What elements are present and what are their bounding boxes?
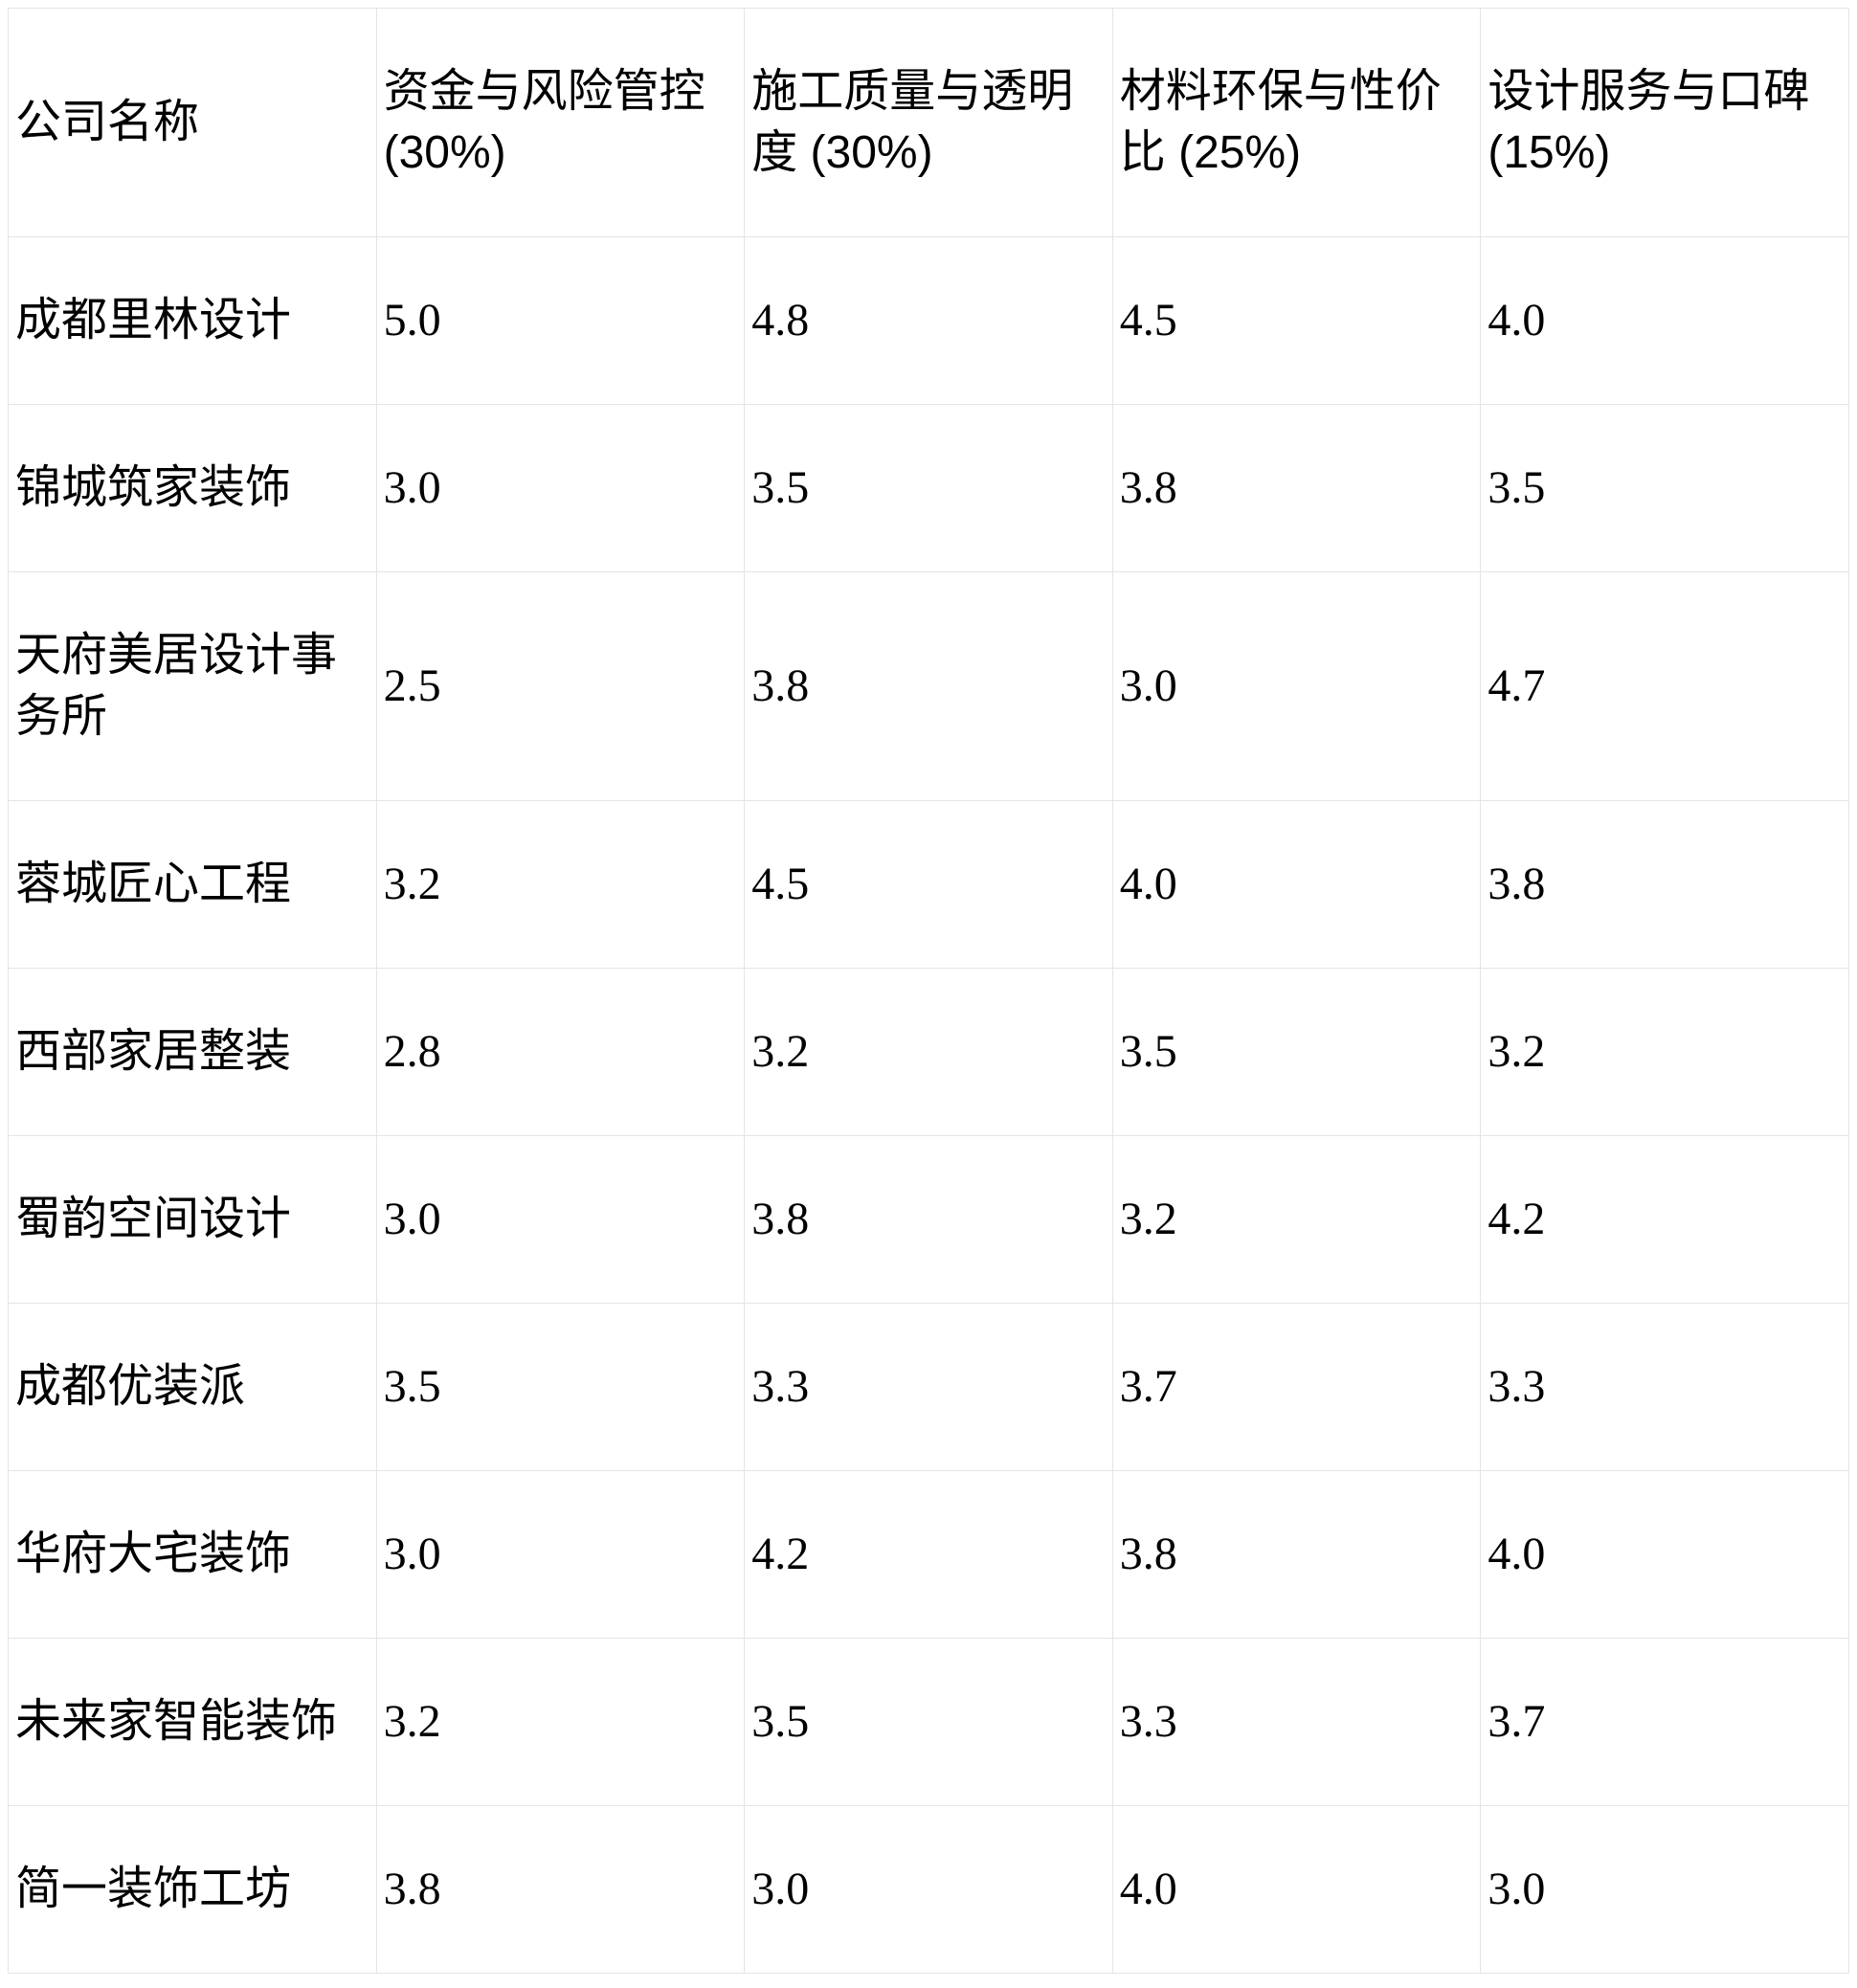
company-rating-table: 公司名称 资金与风险管控 (30%) 施工质量与透明度 (30%) 材料环保与性…	[8, 8, 1849, 1974]
company-name-cell: 简一装饰工坊	[8, 1805, 377, 1974]
score-cell: 3.2	[744, 968, 1113, 1136]
table-row: 华府大宅装饰 3.0 4.2 3.8 4.0	[8, 1470, 1849, 1639]
score-cell: 3.5	[1111, 968, 1482, 1136]
score-cell: 3.8	[1480, 800, 1849, 969]
table-row: 成都优装派 3.5 3.3 3.7 3.3	[8, 1303, 1849, 1471]
company-name-cell: 蜀韵空间设计	[8, 1135, 377, 1304]
score-cell: 3.8	[744, 571, 1113, 801]
score-cell: 4.5	[1111, 236, 1482, 405]
table-row: 蜀韵空间设计 3.0 3.8 3.2 4.2	[8, 1135, 1849, 1304]
score-cell: 4.2	[1480, 1135, 1849, 1304]
column-header-funding-risk: 资金与风险管控 (30%)	[375, 8, 746, 237]
company-name-cell: 蓉城匠心工程	[8, 800, 377, 969]
score-cell: 3.0	[1480, 1805, 1849, 1974]
company-name-cell: 天府美居设计事务所	[8, 571, 377, 801]
column-header-materials-value: 材料环保与性价比 (25%)	[1111, 8, 1482, 237]
score-cell: 4.0	[1111, 1805, 1482, 1974]
column-header-design-reputation: 设计服务与口碑 (15%)	[1480, 8, 1849, 237]
table-row: 锦城筑家装饰 3.0 3.5 3.8 3.5	[8, 404, 1849, 572]
column-header-construction-quality: 施工质量与透明度 (30%)	[744, 8, 1113, 237]
score-cell: 3.8	[375, 1805, 746, 1974]
company-name-cell: 成都里林设计	[8, 236, 377, 405]
score-cell: 3.0	[375, 1135, 746, 1304]
score-cell: 3.3	[744, 1303, 1113, 1471]
score-cell: 3.8	[1111, 1470, 1482, 1639]
score-cell: 3.8	[744, 1135, 1113, 1304]
score-cell: 3.2	[1480, 968, 1849, 1136]
table-row: 成都里林设计 5.0 4.8 4.5 4.0	[8, 236, 1849, 405]
score-cell: 3.7	[1111, 1303, 1482, 1471]
score-cell: 3.2	[375, 1638, 746, 1806]
table-row: 西部家居整装 2.8 3.2 3.5 3.2	[8, 968, 1849, 1136]
score-cell: 4.0	[1111, 800, 1482, 969]
score-cell: 4.2	[744, 1470, 1113, 1639]
score-cell: 3.5	[744, 1638, 1113, 1806]
score-cell: 3.5	[375, 1303, 746, 1471]
score-cell: 3.5	[1480, 404, 1849, 572]
column-header-company: 公司名称	[8, 8, 377, 237]
score-cell: 3.2	[1111, 1135, 1482, 1304]
header-row: 公司名称 资金与风险管控 (30%) 施工质量与透明度 (30%) 材料环保与性…	[8, 8, 1849, 237]
table-row: 未来家智能装饰 3.2 3.5 3.3 3.7	[8, 1638, 1849, 1806]
score-cell: 5.0	[375, 236, 746, 405]
score-cell: 3.7	[1480, 1638, 1849, 1806]
score-cell: 3.3	[1111, 1638, 1482, 1806]
score-cell: 3.2	[375, 800, 746, 969]
score-cell: 4.7	[1480, 571, 1849, 801]
score-cell: 4.0	[1480, 236, 1849, 405]
company-name-cell: 锦城筑家装饰	[8, 404, 377, 572]
score-cell: 3.0	[375, 404, 746, 572]
score-cell: 3.0	[375, 1470, 746, 1639]
table-row: 天府美居设计事务所 2.5 3.8 3.0 4.7	[8, 571, 1849, 801]
table-row: 简一装饰工坊 3.8 3.0 4.0 3.0	[8, 1805, 1849, 1974]
score-cell: 4.0	[1480, 1470, 1849, 1639]
score-cell: 3.5	[744, 404, 1113, 572]
table-row: 蓉城匠心工程 3.2 4.5 4.0 3.8	[8, 800, 1849, 969]
score-cell: 3.3	[1480, 1303, 1849, 1471]
score-cell: 3.8	[1111, 404, 1482, 572]
company-name-cell: 未来家智能装饰	[8, 1638, 377, 1806]
score-cell: 4.5	[744, 800, 1113, 969]
score-cell: 4.8	[744, 236, 1113, 405]
score-cell: 3.0	[744, 1805, 1113, 1974]
score-cell: 2.5	[375, 571, 746, 801]
company-name-cell: 华府大宅装饰	[8, 1470, 377, 1639]
score-cell: 2.8	[375, 968, 746, 1136]
company-name-cell: 西部家居整装	[8, 968, 377, 1136]
score-cell: 3.0	[1111, 571, 1482, 801]
company-name-cell: 成都优装派	[8, 1303, 377, 1471]
